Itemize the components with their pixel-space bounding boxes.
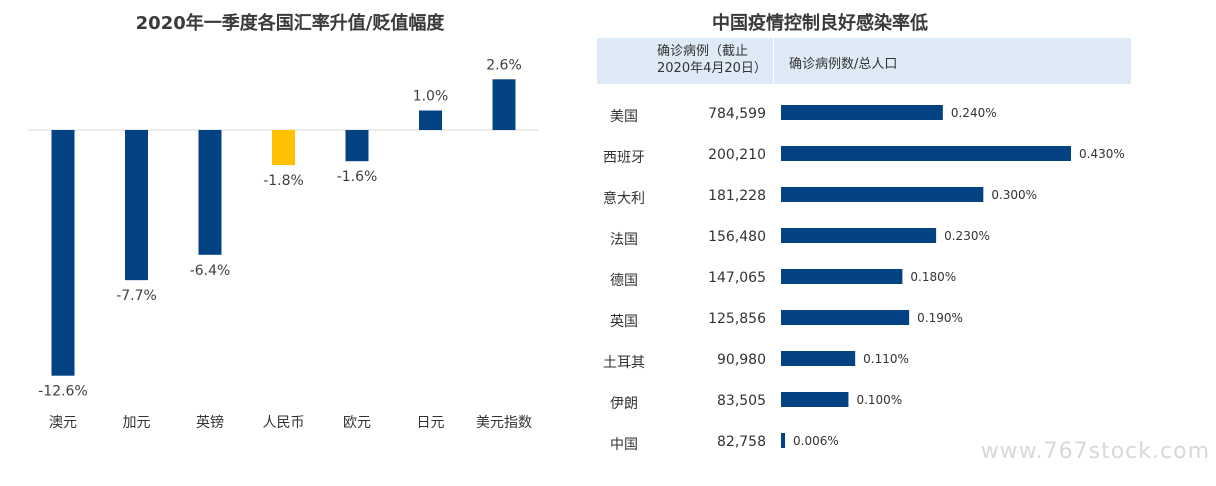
bar (345, 130, 369, 162)
bar (419, 110, 442, 130)
bar (492, 79, 516, 130)
infection-rate-bar-chart: 美国 784,599 0.240% 西班牙 200,210 0.430% 意大利 181,22… (603, 105, 1125, 453)
data-label: -1.6% (337, 169, 378, 185)
data-label: 0.240% (951, 106, 997, 120)
left-chart-title: 2020年一季度各国汇率升值/贬值幅度 (135, 13, 445, 34)
data-label: 0.190% (917, 311, 963, 325)
category-label: 日元 (417, 415, 445, 431)
category-label: 美元指数 (476, 415, 532, 431)
case-count: 90,980 (717, 352, 766, 368)
case-count: 125,856 (708, 311, 766, 327)
header-cases-per-population: 确诊病例数/总人口 (789, 57, 898, 72)
bar (781, 146, 1071, 161)
data-label: -1.8% (263, 173, 304, 189)
bar (781, 187, 984, 202)
country-label: 法国 (610, 232, 638, 248)
category-label: 澳元 (49, 415, 77, 431)
data-label: -7.7% (116, 288, 157, 304)
exchange-rate-bar-chart: -12.6% 澳元 -7.7% 加元 -6.4% 英镑 -1.8% 人民币 -1.6% 欧元 1.0… (28, 57, 538, 431)
bar (125, 130, 148, 281)
category-label: 人民币 (263, 415, 305, 431)
case-count: 83,505 (717, 393, 766, 409)
bar (781, 228, 937, 243)
data-label: 1.0% (413, 89, 449, 105)
country-label: 德国 (610, 273, 638, 289)
bar (781, 105, 943, 120)
bar (781, 310, 910, 325)
country-label: 英国 (610, 313, 638, 330)
country-label: 土耳其 (603, 355, 645, 371)
header-confirmed-cases: 确诊病例（截止 2020年4月20日） (657, 44, 767, 76)
case-count: 181,228 (708, 188, 766, 204)
data-label: 0.100% (856, 393, 902, 407)
watermark: www.767stock.com (980, 439, 1210, 464)
data-label: 0.110% (863, 352, 909, 366)
country-label: 美国 (610, 109, 638, 125)
bar (781, 351, 856, 366)
case-count: 82,758 (717, 434, 766, 450)
country-label: 西班牙 (603, 150, 645, 166)
data-label: 0.230% (944, 229, 990, 243)
country-label: 伊朗 (610, 396, 638, 412)
data-label: 0.430% (1079, 147, 1125, 161)
data-label: 0.300% (991, 188, 1037, 202)
bar (272, 130, 295, 166)
data-label: -12.6% (38, 384, 88, 400)
data-label: 0.180% (910, 270, 956, 284)
data-label: -6.4% (190, 263, 231, 279)
case-count: 784,599 (708, 106, 766, 122)
bar (781, 269, 903, 284)
table-header: 确诊病例（截止 2020年4月20日） 确诊病例数/总人口 (597, 38, 1131, 84)
data-label: 2.6% (486, 57, 522, 73)
data-label: 0.006% (793, 434, 839, 448)
category-label: 英镑 (196, 414, 224, 431)
bar (51, 130, 75, 376)
case-count: 156,480 (708, 229, 766, 245)
category-label: 加元 (123, 415, 151, 431)
bar (781, 392, 849, 407)
bar (198, 130, 222, 255)
right-chart-title: 中国疫情控制良好感染率低 (712, 13, 928, 34)
infection-rate-panel: 中国疫情控制良好感染率低 确诊病例（截止 2020年4月20日） 确诊病例数/总… (590, 0, 1216, 486)
bar (781, 433, 786, 448)
category-label: 欧元 (343, 415, 371, 431)
country-label: 中国 (610, 437, 638, 453)
case-count: 147,065 (708, 270, 766, 286)
header-separator (773, 38, 774, 84)
case-count: 200,210 (708, 147, 766, 163)
country-label: 意大利 (603, 190, 645, 207)
